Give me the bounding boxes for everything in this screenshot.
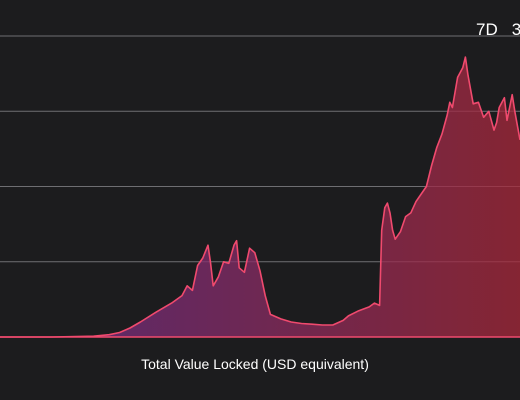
range-selector: 7D 3: [476, 20, 520, 40]
tvl-area: [0, 57, 520, 337]
range-3-button[interactable]: 3: [511, 20, 520, 39]
tvl-line: [0, 56, 520, 338]
range-7d-button[interactable]: 7D: [476, 20, 498, 39]
x-axis-label: Total Value Locked (USD equivalent): [141, 356, 369, 372]
